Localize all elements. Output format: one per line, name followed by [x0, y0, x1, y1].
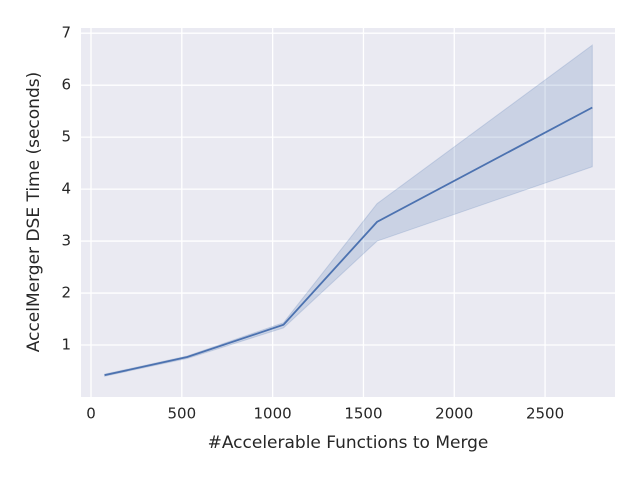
x-axis-label: #Accelerable Functions to Merge [208, 433, 489, 453]
y-tick-label: 4 [61, 180, 71, 198]
x-tick-label: 2000 [435, 405, 473, 423]
y-tick-label: 1 [61, 336, 71, 354]
x-tick-label: 1000 [254, 405, 292, 423]
y-tick-label: 2 [61, 284, 71, 302]
confidence-band [104, 44, 593, 377]
y-tick-label: 6 [61, 76, 71, 94]
x-tick-label: 2500 [526, 405, 564, 423]
x-tick-label: 1500 [344, 405, 382, 423]
y-axis-label: AccelMerger DSE Time (seconds) [24, 72, 44, 352]
y-tick-label: 3 [61, 232, 71, 250]
plot-area [81, 28, 615, 397]
x-tick-label: 500 [167, 405, 196, 423]
line [104, 106, 593, 377]
y-tick-label: 7 [61, 24, 71, 42]
x-tick-label: 0 [86, 405, 96, 423]
y-tick-label: 5 [61, 128, 71, 146]
